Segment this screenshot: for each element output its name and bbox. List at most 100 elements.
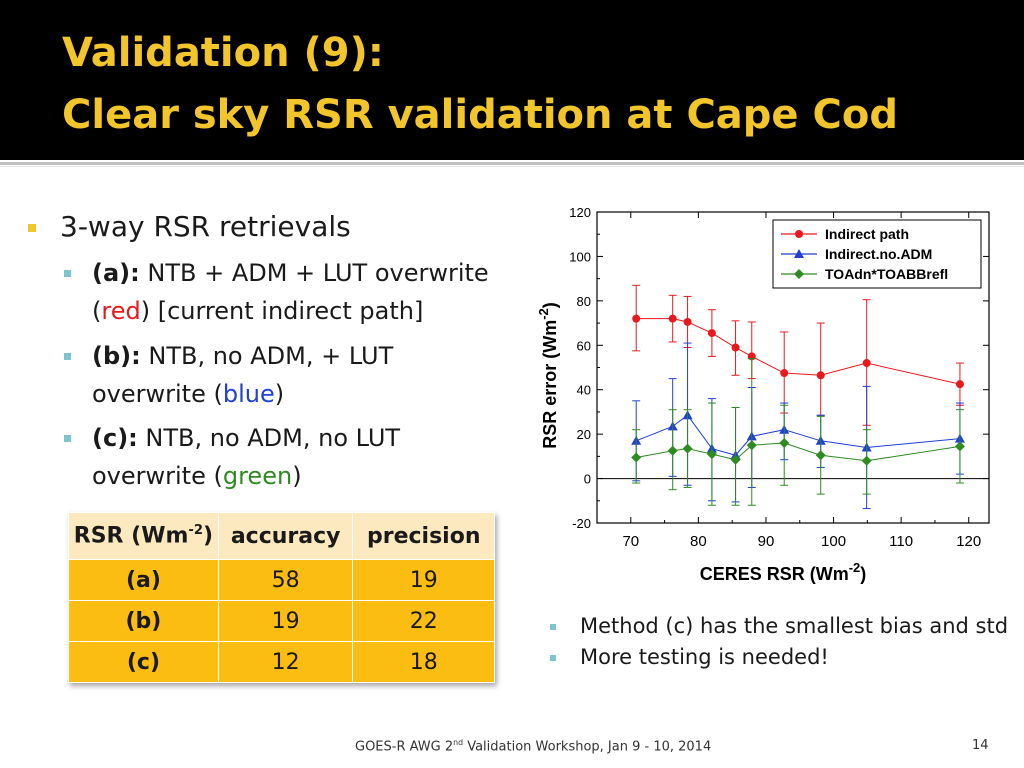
point-toadn-toabbrefl (682, 443, 693, 454)
x-tick-label: 90 (758, 533, 775, 550)
point-toadn-toabbrefl (706, 449, 717, 460)
legend-marker-toadn-toabbrefl (794, 269, 804, 279)
x-tick-label: 70 (622, 533, 639, 550)
bullet-a-open: ( (92, 297, 102, 325)
point-toadn-toabbrefl (815, 450, 826, 461)
point-toadn-toabbrefl (779, 438, 790, 449)
results-table: RSR (Wm-2) accuracy precision (a) 58 19 … (68, 512, 495, 683)
bullet-c-text: NTB, no ADM, no LUT (145, 424, 401, 452)
point-indirect-path (683, 317, 692, 326)
bullet-a-color-word: red (101, 297, 141, 325)
bullet-b-open: overwrite ( (92, 380, 223, 408)
legend-label-indirect-path: Indirect path (825, 226, 909, 242)
table-cell-name: (a) (68, 559, 219, 601)
series-line-toadn-toabbrefl (636, 442, 961, 462)
footer-pre: GOES-R AWG 2 (355, 739, 454, 755)
table-header-rsr-sup: -2 (188, 523, 204, 539)
note-2: More testing is needed! (580, 645, 829, 669)
bullet-a-line1: (a): NTB + ADM + LUT overwrite (92, 259, 489, 287)
bullet-b-text: NTB, no ADM, + LUT (148, 342, 394, 370)
y-tick-label: 0 (584, 472, 591, 487)
title-bar: Validation (9): Clear sky RSR validation… (0, 0, 1024, 160)
bullet-c-close: ) (292, 462, 302, 490)
legend-label-toadn-toabbrefl: TOAdn*TOABBrefl (825, 266, 948, 282)
bullet-a-close: ) [current indirect path] (140, 297, 424, 325)
page-title-line1: Validation (9): (62, 30, 384, 76)
point-indirect-path (955, 380, 964, 389)
footer-post: Validation Workshop, Jan 9 - 10, 2014 (463, 739, 712, 755)
bullet-c-open: overwrite ( (92, 462, 223, 490)
table-cell-precision: 19 (352, 559, 495, 601)
point-toadn-toabbrefl (954, 441, 965, 452)
table-row: (a) 58 19 (68, 559, 495, 601)
point-indirect-path (780, 369, 789, 378)
bullet-c-color-word: green (222, 462, 293, 490)
table-cell-accuracy: 58 (217, 559, 354, 601)
y-tick-label: 20 (577, 427, 591, 442)
bullet-a-label: (a): (92, 259, 140, 287)
point-toadn-toabbrefl (746, 440, 757, 451)
table-header-rsr-close: ) (203, 523, 214, 549)
table-header-accuracy: accuracy (217, 512, 354, 560)
series-line-indirect-no-adm (636, 414, 960, 456)
x-tick-label: 100 (821, 533, 846, 550)
bullet-b-label: (b): (92, 342, 141, 370)
series-line-indirect-path (636, 318, 961, 385)
note-1: Method (c) has the smallest bias and std (580, 614, 1009, 638)
y-tick-label: 120 (569, 205, 591, 220)
page-title-line2: Clear sky RSR validation at Cape Cod (62, 92, 898, 138)
table-header-row: RSR (Wm-2) accuracy precision (68, 512, 495, 560)
bullet-a-line2: (red) [current indirect path] (92, 297, 423, 325)
note-square-icon (550, 624, 556, 630)
y-tick-label: 40 (577, 383, 591, 398)
footer-sup: nd (453, 738, 464, 747)
point-indirect-path (707, 329, 716, 338)
sub-bullet-square-icon (64, 353, 71, 360)
y-tick-label: 60 (577, 338, 591, 353)
point-indirect-path (816, 371, 825, 380)
legend-marker-indirect-no-adm (794, 249, 804, 258)
legend-label-indirect-no-adm: Indirect.no.ADM (825, 246, 932, 262)
footer-text: GOES-R AWG 2nd Validation Workshop, Jan … (355, 738, 711, 754)
x-tick-label: 80 (690, 533, 707, 550)
y-axis-label: RSR error (Wm-2) (536, 302, 560, 449)
table-row: (b) 19 22 (68, 600, 495, 642)
table-cell-accuracy: 19 (217, 600, 354, 642)
page-number: 14 (972, 738, 989, 753)
bullet-c-line2: overwrite (green) (92, 462, 302, 490)
table-cell-name: (c) (68, 641, 219, 683)
table-cell-precision: 18 (352, 641, 495, 683)
table-header-precision: precision (352, 512, 495, 560)
point-toadn-toabbrefl (667, 445, 678, 456)
point-toadn-toabbrefl (730, 454, 741, 465)
note-square-icon (550, 655, 556, 661)
y-tick-label: -20 (572, 516, 591, 531)
table-header-rsr: RSR (Wm-2) (68, 512, 219, 560)
bullet-b-line2: overwrite (blue) (92, 380, 284, 408)
sub-bullet-square-icon (64, 270, 71, 277)
table-cell-accuracy: 12 (217, 641, 354, 683)
y-tick-label: 80 (577, 294, 591, 309)
bullet-a-text: NTB + ADM + LUT overwrite (147, 259, 489, 287)
table-row: (c) 12 18 (68, 641, 495, 683)
point-indirect-path (632, 314, 641, 323)
bullet-b-close: ) (274, 380, 285, 408)
x-tick-label: 120 (956, 533, 981, 550)
point-toadn-toabbrefl (631, 452, 642, 463)
table-cell-precision: 22 (352, 600, 495, 642)
point-indirect-path (731, 343, 740, 352)
bullet-square-icon (28, 224, 36, 232)
header-divider (0, 162, 1024, 165)
bullet-b-line1: (b): NTB, no ADM, + LUT (92, 342, 393, 370)
legend-marker-indirect-path (795, 230, 803, 238)
point-indirect-path (862, 359, 871, 368)
table-cell-name: (b) (68, 600, 219, 642)
bullet-c-label: (c): (92, 424, 138, 452)
table-header-rsr-text: RSR (Wm (73, 523, 189, 549)
bullet-b-color-word: blue (222, 380, 275, 408)
sub-bullet-square-icon (64, 435, 71, 442)
rsr-error-chart: -20 0 20 40 60 80 100 120 70 80 90 100 110 120 CERES R… (536, 205, 990, 584)
main-bullet-text: 3-way RSR retrievals (60, 210, 351, 243)
header-divider-thin (0, 166, 1024, 167)
point-toadn-toabbrefl (861, 455, 872, 466)
